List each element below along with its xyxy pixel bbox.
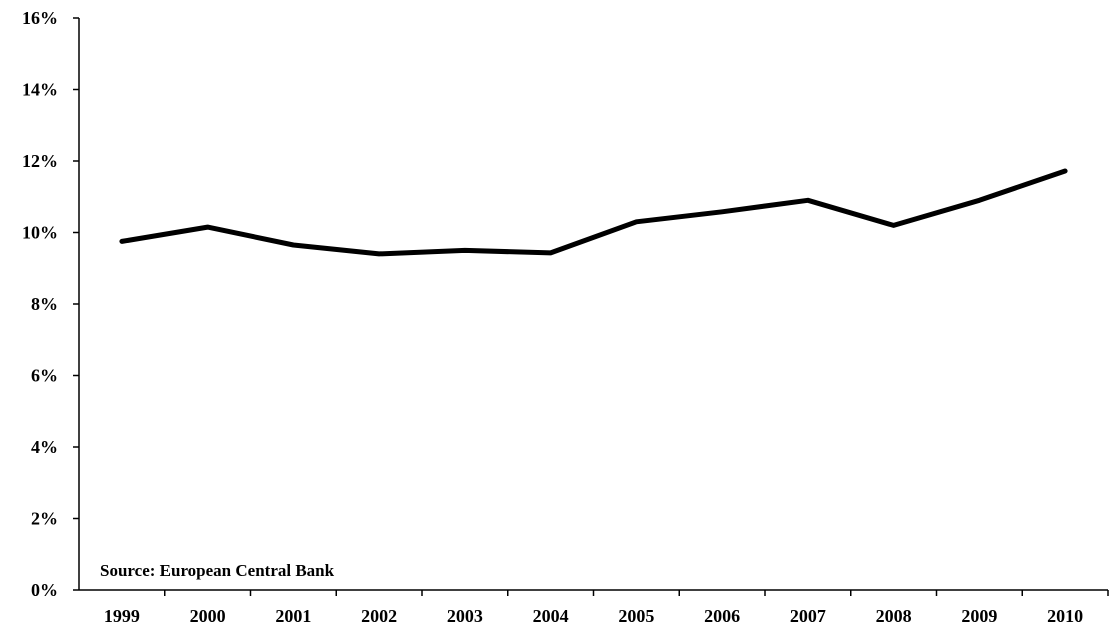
x-tick-label: 2005	[618, 606, 654, 626]
x-tick-label: 2004	[533, 606, 569, 626]
y-tick-label: 10%	[22, 223, 58, 243]
source-annotation: Source: European Central Bank	[100, 561, 335, 580]
y-tick-label: 4%	[31, 437, 58, 457]
x-axis-ticks: 1999 2000 2001 2002 2003 2004 2005 2006 2007 2008…	[104, 590, 1109, 626]
x-tick-label: 2000	[190, 606, 226, 626]
x-tick-label: 2003	[447, 606, 483, 626]
y-axis-ticks: 0% 2% 4% 6% 8% 10% 12% 14% 16%	[22, 8, 79, 600]
y-tick-label: 6%	[31, 366, 58, 386]
x-tick-label: 2008	[876, 606, 912, 626]
y-tick-label: 12%	[22, 151, 58, 171]
x-tick-label: 2010	[1047, 606, 1083, 626]
y-tick-label: 2%	[31, 509, 58, 529]
series-line	[119, 168, 1068, 257]
y-tick-label: 16%	[22, 8, 58, 28]
y-tick-label: 0%	[31, 580, 58, 600]
y-tick-label: 14%	[22, 80, 58, 100]
x-tick-label: 2007	[790, 606, 826, 626]
series-group	[119, 168, 1068, 257]
x-tick-label: 2002	[361, 606, 397, 626]
x-tick-label: 2006	[704, 606, 740, 626]
chart-axes	[78, 18, 1108, 591]
x-tick-label: 1999	[104, 606, 140, 626]
x-tick-label: 2001	[275, 606, 311, 626]
x-tick-label: 2009	[961, 606, 997, 626]
y-tick-label: 8%	[31, 294, 58, 314]
